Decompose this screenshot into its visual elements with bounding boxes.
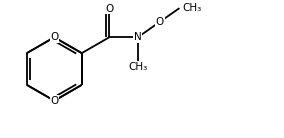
Text: CH₃: CH₃ [182, 3, 201, 13]
Text: N: N [134, 32, 142, 42]
Text: O: O [50, 32, 59, 42]
Text: CH₃: CH₃ [128, 62, 147, 72]
Text: O: O [50, 96, 59, 106]
Text: O: O [105, 4, 113, 14]
Text: O: O [156, 17, 164, 27]
